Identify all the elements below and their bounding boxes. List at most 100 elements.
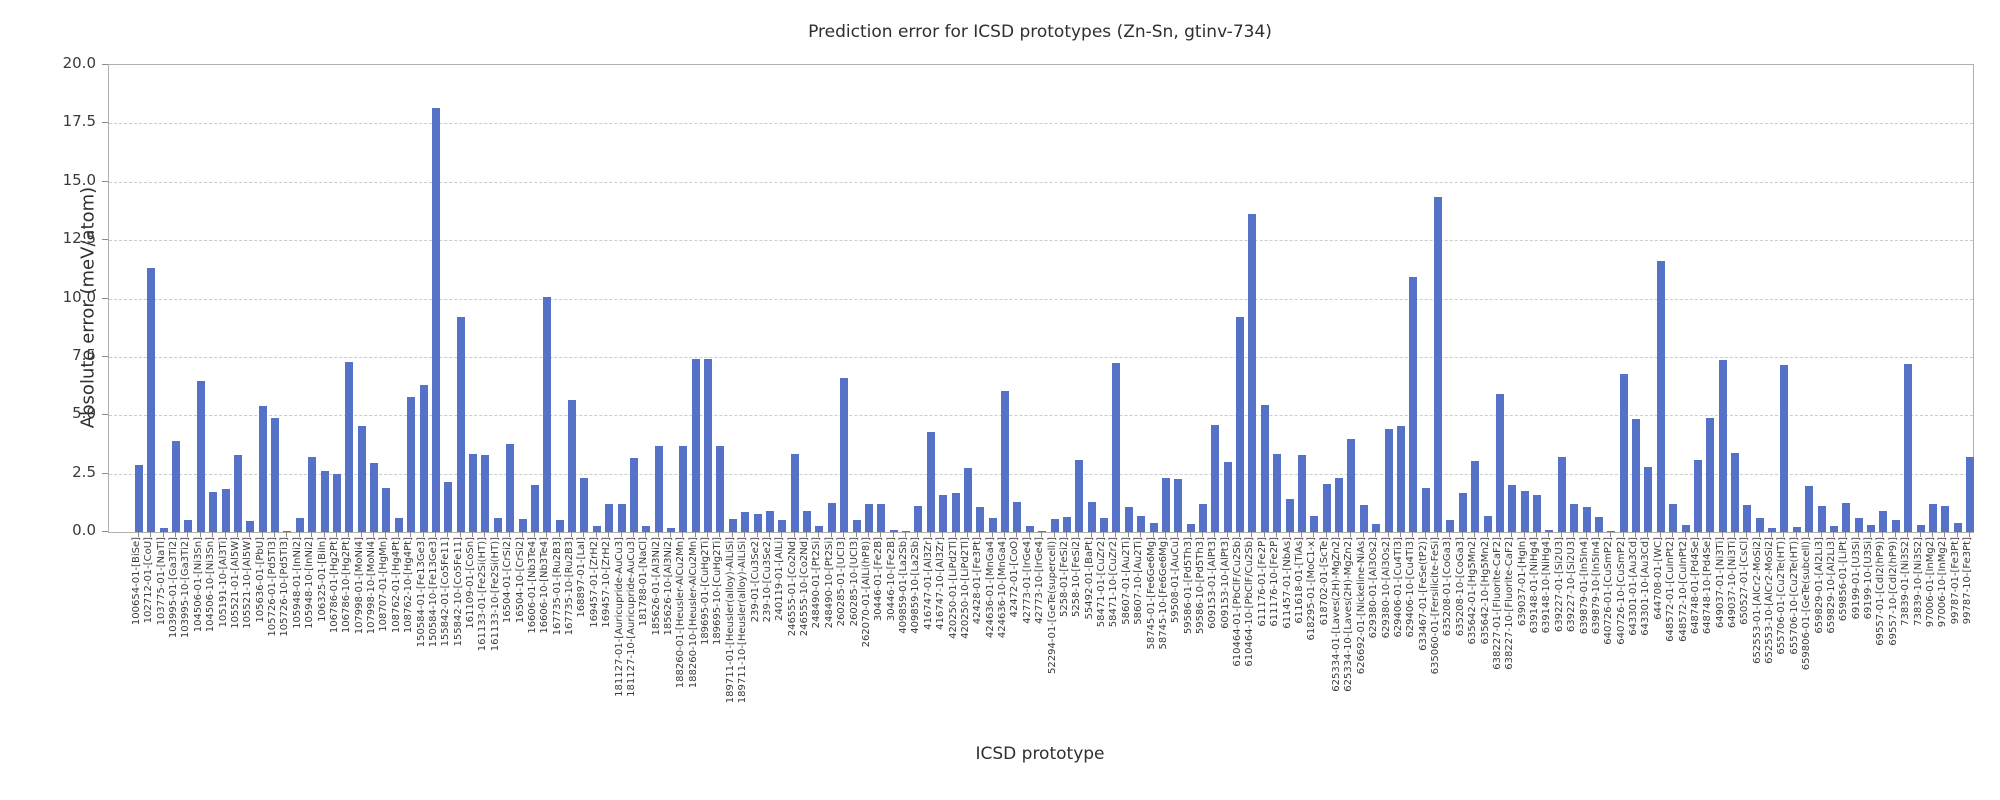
bar <box>1495 394 1504 532</box>
bar <box>159 528 168 532</box>
x-tick-label: 611457-01-[NbAs] <box>1281 537 1293 629</box>
bar <box>728 519 737 532</box>
bar <box>1520 491 1529 532</box>
x-tick-mark <box>756 532 758 537</box>
x-tick-mark <box>261 532 263 537</box>
x-tick-mark <box>1771 532 1773 537</box>
x-tick-mark <box>1449 532 1451 537</box>
x-tick-label: 640726-10-[CuSmP2] <box>1615 537 1627 645</box>
x-tick-label: 104506-10-[Ni3Sn] <box>205 537 217 633</box>
bar <box>1644 466 1653 532</box>
x-tick-label: 629406-10-[Cu4Ti3] <box>1405 537 1417 638</box>
x-tick-label: 652553-01-[AlCr2-MoSi2] <box>1751 537 1763 664</box>
bar <box>357 425 366 532</box>
bar <box>1619 374 1628 532</box>
x-tick-label: 420250-01-[LiPd2Tl] <box>947 537 959 639</box>
x-tick-label: 618295-01-[MoC1-x] <box>1306 537 1318 641</box>
bar <box>1186 523 1195 532</box>
x-tick-mark <box>1325 532 1327 537</box>
x-tick-mark <box>138 532 139 537</box>
x-tick-label: 189711-01-[Heusler(alloy)-AlLiSi] <box>724 537 736 704</box>
bar <box>1137 515 1146 532</box>
x-tick-mark <box>1461 532 1463 537</box>
x-tick-mark <box>1672 532 1674 537</box>
x-tick-label: 58471-01-[CuZr2] <box>1096 537 1108 628</box>
bar <box>976 507 985 532</box>
bar <box>1904 363 1913 532</box>
bar <box>1780 365 1789 532</box>
x-tick-mark <box>385 532 387 537</box>
x-tick-mark <box>1127 532 1129 537</box>
x-tick-mark <box>1795 532 1797 537</box>
x-tick-label: 5258-10-[FeSi2] <box>1071 537 1083 618</box>
bar <box>1842 502 1851 532</box>
y-tick-mark <box>102 472 108 474</box>
x-tick-label: 58745-01-[Fe6Ge6Mg] <box>1145 537 1157 650</box>
x-tick-label: 648572-10-[CuInPt2] <box>1677 537 1689 642</box>
bar <box>1792 527 1801 532</box>
bar <box>1805 486 1814 532</box>
bar <box>221 488 230 532</box>
x-tick-mark <box>1016 532 1018 537</box>
bar <box>1768 528 1777 532</box>
x-tick-label: 150584-01-[Fe13Ge3] <box>415 537 427 648</box>
x-tick-label: 638227-10-[Fluorite-CaF2] <box>1504 537 1516 670</box>
x-tick-label: 260285-01-[UCl3] <box>836 537 848 627</box>
x-tick-mark <box>1115 532 1117 537</box>
bar <box>543 297 552 532</box>
x-tick-mark <box>1375 532 1377 537</box>
x-tick-label: 102712-01-[CoU] <box>143 537 155 624</box>
bar <box>431 108 440 532</box>
y-tick-label: 17.5 <box>62 112 96 131</box>
bar <box>580 478 589 532</box>
bar <box>704 359 713 532</box>
x-tick-label: 99787-01-[Fe3Pt] <box>1949 537 1961 625</box>
x-tick-mark <box>1300 532 1302 537</box>
x-tick-mark <box>917 532 919 537</box>
y-tick-mark <box>102 531 108 532</box>
x-tick-mark <box>1437 532 1439 537</box>
x-tick-mark <box>880 532 882 537</box>
x-tick-mark <box>496 532 498 537</box>
bar <box>295 517 304 532</box>
x-tick-label: 639879-10-[In5In4] <box>1590 537 1602 635</box>
x-tick-mark <box>1894 532 1896 537</box>
x-tick-label: 652553-10-[AlCr2-MoSi2] <box>1764 537 1776 664</box>
x-tick-label: 52294-01-[GeTe(supercell)] <box>1046 537 1058 674</box>
x-tick-mark <box>348 532 350 537</box>
x-tick-label: 610464-01-[PbClF/Cu2Sb] <box>1232 537 1244 667</box>
x-tick-mark <box>843 532 845 537</box>
x-tick-label: 103995-01-[Ga3Ti2] <box>168 537 180 639</box>
x-tick-label: 424636-10-[MnGa4] <box>997 537 1009 639</box>
x-tick-mark <box>484 532 486 537</box>
x-tick-label: 185626-10-[Al3Ni2] <box>662 537 674 636</box>
bar <box>1607 530 1616 532</box>
x-tick-mark <box>335 532 337 537</box>
bar <box>1285 499 1294 532</box>
bar <box>1297 454 1306 532</box>
bar <box>1570 503 1579 532</box>
bar <box>617 503 626 532</box>
x-tick-label: 649037-10-[Ni3Ti] <box>1726 537 1738 629</box>
x-tick-label: 69199-10-[U3Si] <box>1863 537 1875 620</box>
x-tick-label: 611176-01-[Fe2P] <box>1256 537 1268 627</box>
x-tick-label: 633467-01-[FeSe(tP2)] <box>1417 537 1429 651</box>
x-tick-label: 246555-10-[Co2Nd] <box>799 537 811 637</box>
x-tick-mark <box>1288 532 1290 537</box>
x-tick-mark <box>558 532 560 537</box>
bar <box>1582 507 1591 532</box>
x-tick-mark <box>1733 532 1735 537</box>
x-tick-label: 618702-01-[ScTe] <box>1318 537 1330 626</box>
bar <box>1966 457 1975 532</box>
x-tick-label: 248490-10-[Pt2Si] <box>823 537 835 629</box>
x-tick-label: 648748-10-[Pd4Se] <box>1702 537 1714 635</box>
bar <box>1854 517 1863 532</box>
x-tick-label: 629380-10-[Al3Os2] <box>1380 537 1392 639</box>
x-tick-mark <box>731 532 733 537</box>
x-tick-mark <box>397 532 399 537</box>
x-tick-mark <box>571 532 573 537</box>
x-tick-mark <box>521 532 523 537</box>
x-tick-label: 59508-01-[AuCu] <box>1170 537 1182 624</box>
x-tick-label: 73839-01-[Ni3S2] <box>1900 537 1912 626</box>
x-tick-label: 262070-01-[AlLi(hP8)] <box>860 537 872 648</box>
